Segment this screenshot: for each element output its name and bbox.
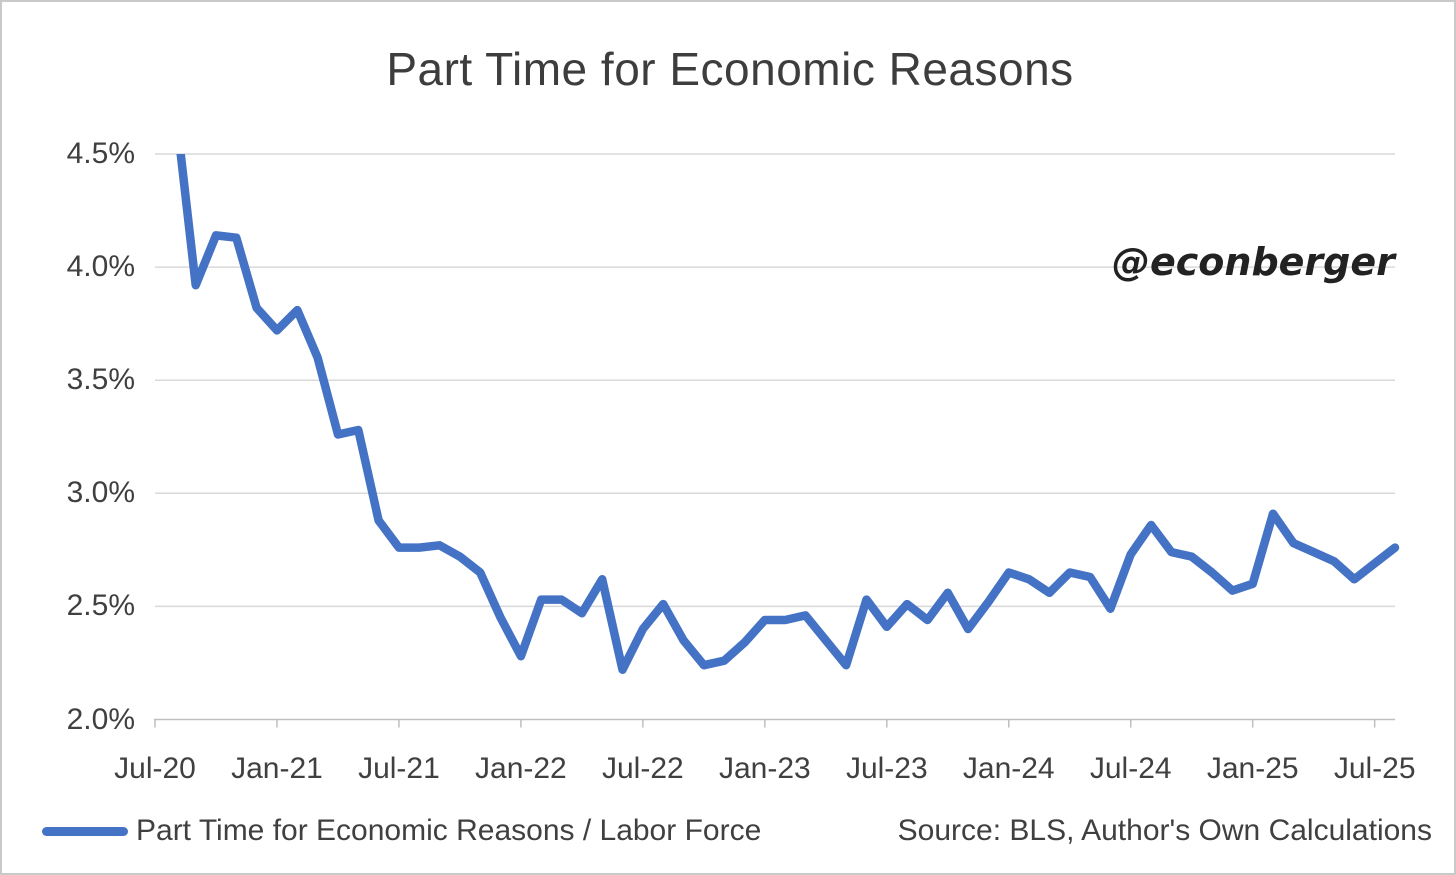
y-tick-label: 3.5% — [66, 363, 135, 397]
x-tick-label: Jul-22 — [602, 752, 684, 785]
x-tick-label: Jan-21 — [231, 752, 323, 785]
x-tick-label: Jul-25 — [1333, 752, 1416, 785]
chart-title: Part Time for Economic Reasons — [386, 43, 1074, 95]
x-tick-label: Jul-24 — [1089, 752, 1172, 785]
x-tick-label: Jul-23 — [845, 752, 928, 785]
watermark-text: @econberger — [1112, 240, 1395, 284]
x-tick-label: Jan-22 — [475, 752, 567, 785]
legend: Part Time for Economic Reasons / Labor F… — [42, 812, 761, 850]
x-tick-label: Jul-21 — [358, 752, 440, 785]
source-note: Source: BLS, Author's Own Calculations — [897, 814, 1432, 847]
x-tick-label: Jan-23 — [718, 752, 811, 785]
y-tick-label: 2.5% — [66, 589, 135, 623]
legend-label: Part Time for Economic Reasons / Labor F… — [136, 814, 762, 847]
y-tick-label: 4.0% — [66, 250, 135, 284]
y-tick-label: 2.0% — [66, 702, 135, 736]
y-tick-label: 3.0% — [66, 476, 135, 510]
x-tick-label: Jan-25 — [1206, 752, 1299, 785]
x-tick-label: Jan-24 — [962, 752, 1055, 785]
data-line-part-time-series — [176, 154, 1400, 674]
y-tick-label: 4.5% — [66, 137, 135, 170]
x-tick-label: Jul-20 — [114, 752, 196, 785]
legend-line-swatch — [42, 826, 128, 836]
